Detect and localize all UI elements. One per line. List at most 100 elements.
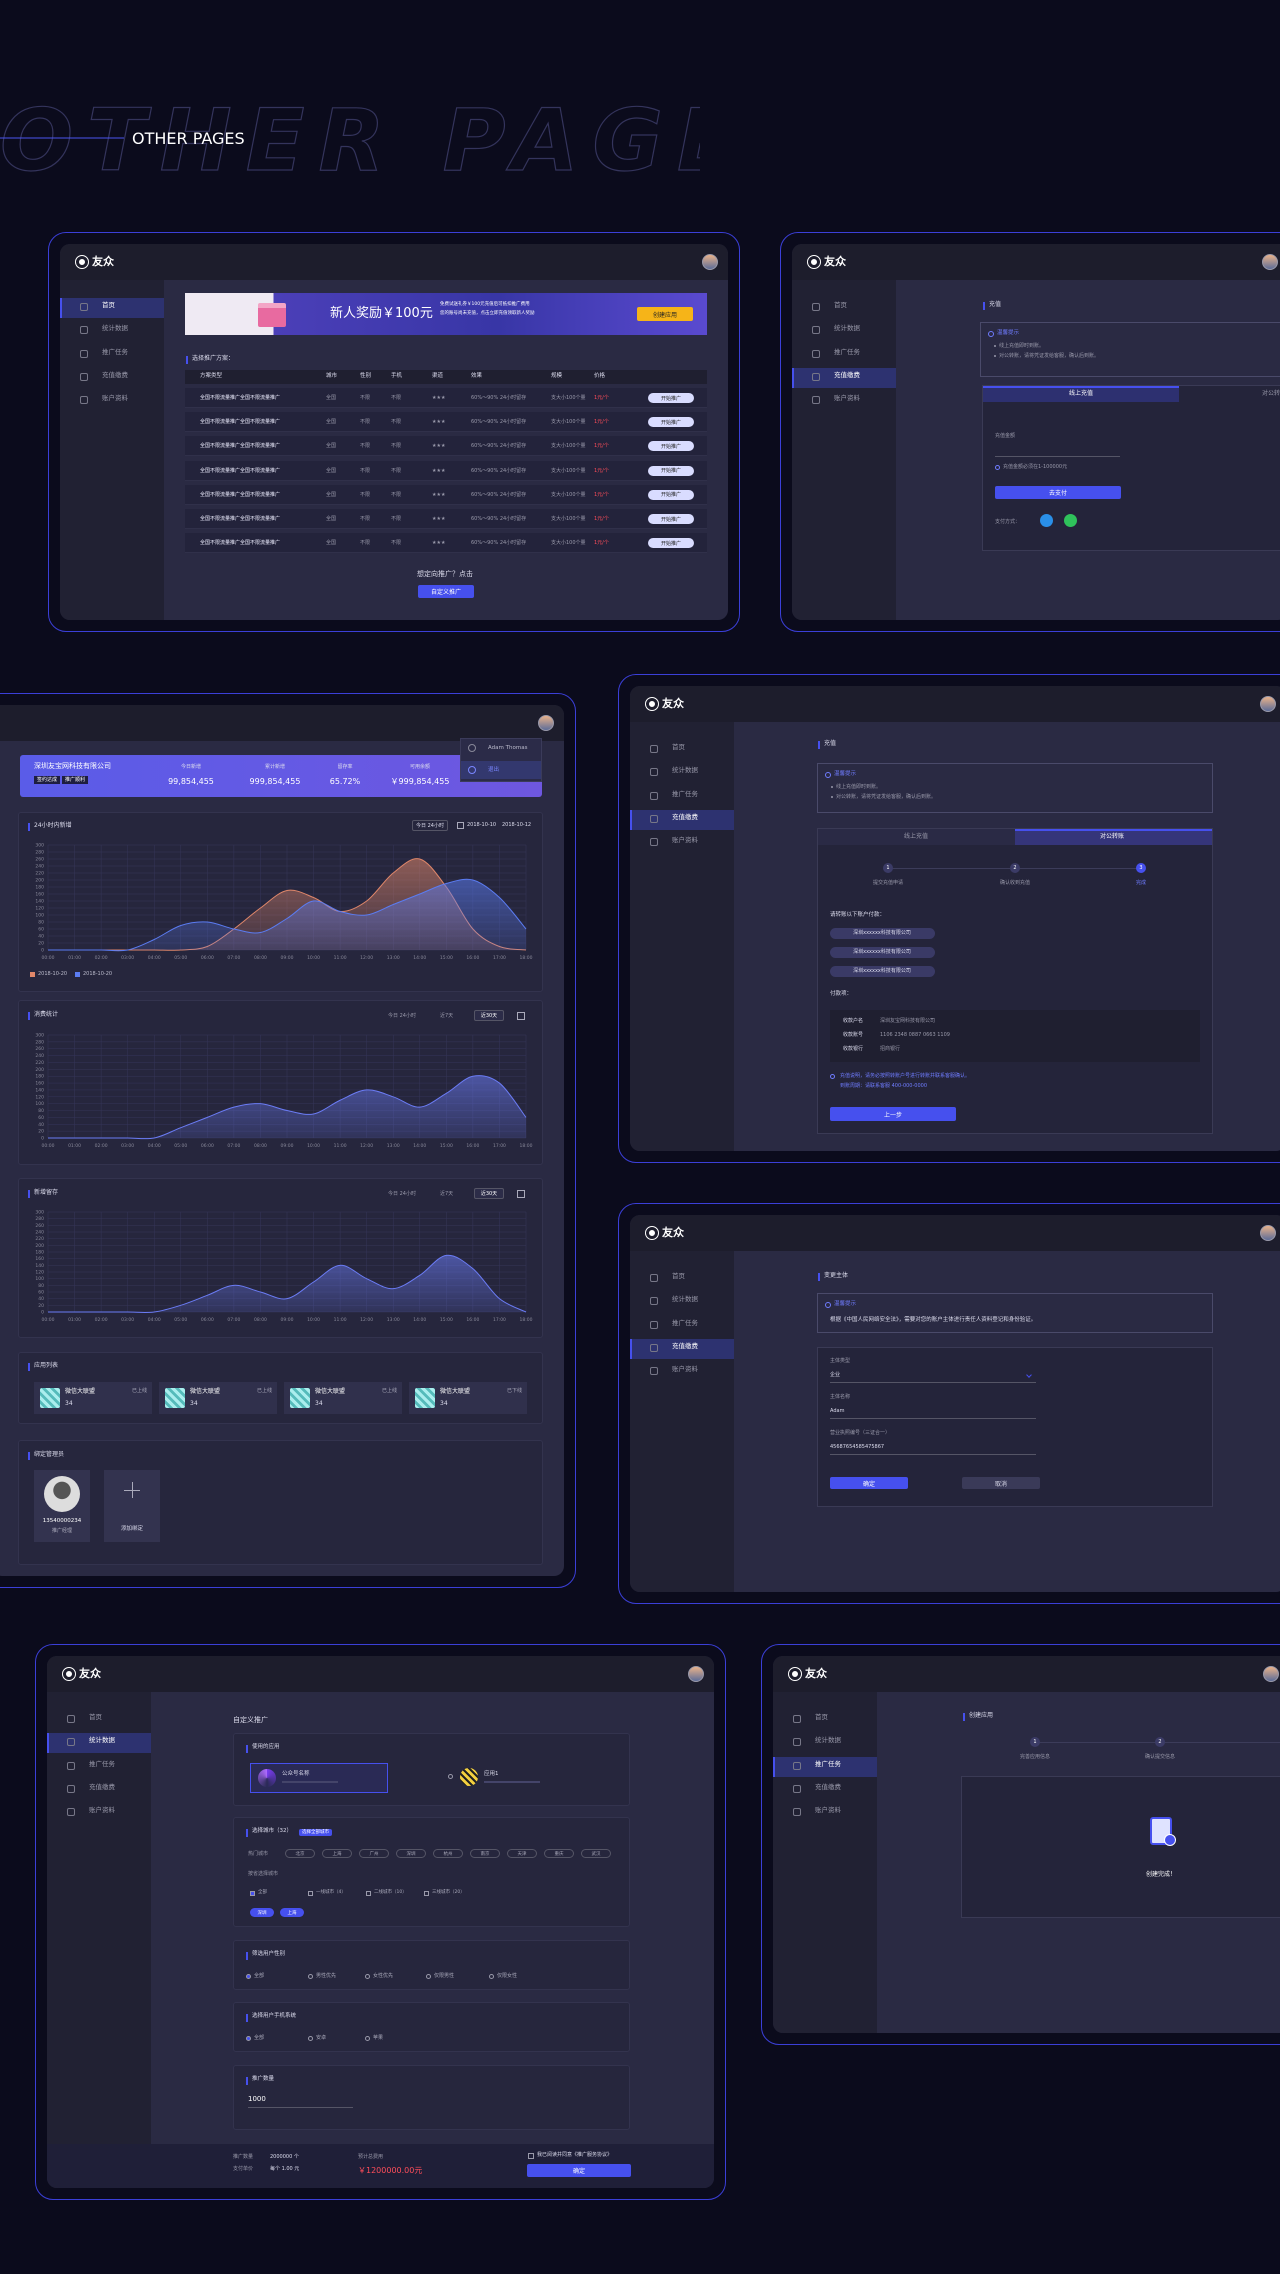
nav-item[interactable]: 推广任务 [672, 1318, 698, 1327]
nav-item[interactable]: 统计数据 [672, 766, 698, 775]
radio[interactable] [246, 1974, 251, 1979]
nav-item[interactable]: 首页 [672, 743, 685, 751]
nav-item[interactable]: 统计数据 [834, 324, 860, 333]
range-button[interactable]: 近30天 [474, 1188, 504, 1199]
row-button[interactable]: 开始推广 [648, 441, 694, 452]
nav-item[interactable]: 账户资料 [672, 1365, 698, 1374]
submit-button[interactable]: 确定 [527, 2164, 631, 2177]
cancel-button[interactable]: 取消 [962, 1477, 1040, 1489]
nav-item[interactable]: 推广任务 [672, 789, 698, 798]
nav-item[interactable]: 充值缴费 [672, 812, 698, 821]
radio[interactable] [246, 2036, 251, 2041]
row-button[interactable]: 开始推广 [648, 393, 694, 403]
range-tab[interactable]: 今日 24小时 [388, 1191, 416, 1197]
radio[interactable] [448, 1774, 453, 1779]
nav-item[interactable]: 账户资料 [102, 394, 128, 403]
field-value[interactable]: 45687654585475867 [830, 1444, 885, 1450]
date[interactable]: 2018-10-12 [502, 822, 532, 828]
radio[interactable] [308, 2036, 313, 2041]
nav-item[interactable]: 充值缴费 [834, 370, 860, 379]
tab[interactable] [818, 829, 1015, 845]
calendar-icon[interactable] [457, 822, 464, 829]
custom-button[interactable]: 自定义推广 [418, 585, 474, 598]
range-tab[interactable]: 近7天 [440, 1013, 454, 1019]
range-tab[interactable]: 今日 24小时 [388, 1013, 416, 1019]
tab-label[interactable]: 线上充值 [903, 833, 929, 840]
nav-item[interactable]: 统计数据 [815, 1736, 841, 1745]
nav-item[interactable]: 账户资料 [815, 1806, 841, 1815]
radio[interactable] [365, 2036, 370, 2041]
date[interactable]: 2018-10-10 [467, 822, 497, 828]
nav-item[interactable]: 账户资料 [672, 836, 698, 845]
city-chip[interactable]: 武汉 [581, 1849, 611, 1858]
city-chip[interactable]: 南京 [470, 1849, 500, 1858]
pay-button[interactable]: 去支付 [995, 486, 1121, 499]
row-button[interactable]: 开始推广 [648, 465, 694, 476]
row-button[interactable]: 开始推广 [648, 538, 694, 549]
calendar-icon[interactable] [517, 1190, 525, 1198]
nav-item[interactable]: 充值缴费 [815, 1782, 841, 1791]
nav-item[interactable]: 账户资料 [834, 394, 860, 403]
nav-item[interactable]: 首页 [815, 1713, 828, 1721]
nav-item[interactable]: 首页 [672, 1272, 685, 1280]
avatar[interactable] [1260, 1225, 1276, 1241]
nav-item[interactable]: 推广任务 [834, 347, 860, 356]
row-button[interactable]: 开始推广 [648, 489, 694, 500]
tab-label[interactable]: 对公转账 [1099, 833, 1125, 840]
avatar[interactable] [1262, 254, 1278, 270]
select-all[interactable]: 选择全部城市 [299, 1829, 332, 1837]
nav-item[interactable]: 充值缴费 [672, 1341, 698, 1350]
nav-item[interactable]: 充值缴费 [102, 370, 128, 379]
checkbox[interactable] [308, 1891, 313, 1896]
range-tab[interactable]: 近7天 [440, 1191, 454, 1197]
avatar[interactable] [702, 254, 718, 270]
calendar-icon[interactable] [517, 1012, 525, 1020]
nav-item[interactable]: 推广任务 [815, 1759, 841, 1768]
avatar[interactable] [688, 1666, 704, 1682]
avatar[interactable] [538, 715, 554, 731]
selected-chip[interactable]: 深圳 [250, 1908, 274, 1917]
add-label[interactable]: 添加绑定 [120, 1526, 144, 1532]
city-chip[interactable]: 杭州 [433, 1849, 463, 1858]
radio[interactable] [426, 1974, 431, 1979]
app-option[interactable]: 应用1 [484, 1771, 499, 1777]
row-button[interactable]: 开始推广 [648, 417, 694, 428]
menu-item[interactable]: 退出 [488, 767, 500, 773]
nav-item[interactable]: 首页 [102, 301, 115, 309]
nav-item[interactable]: 首页 [834, 301, 847, 309]
checkbox[interactable] [528, 2153, 534, 2159]
wechat-icon[interactable] [1064, 514, 1077, 527]
range-button[interactable]: 今日 24小时 [412, 820, 448, 831]
prev-button[interactable]: 上一步 [830, 1107, 956, 1121]
city-chip[interactable]: 上海 [322, 1849, 352, 1858]
avatar[interactable] [1263, 1666, 1279, 1682]
nav-item[interactable]: 统计数据 [102, 324, 128, 333]
nav-item[interactable]: 充值缴费 [89, 1782, 115, 1791]
tab-active[interactable] [1015, 829, 1212, 845]
checkbox[interactable] [424, 1891, 429, 1896]
tab[interactable]: 线上充值 [1068, 390, 1094, 397]
row-button[interactable]: 开始推广 [648, 514, 694, 524]
selected-chip[interactable]: 上海 [280, 1908, 304, 1917]
city-chip[interactable]: 北京 [285, 1849, 315, 1858]
city-chip[interactable]: 深圳 [396, 1849, 426, 1858]
radio[interactable] [308, 1974, 313, 1979]
nav-item[interactable]: 账户资料 [89, 1806, 115, 1815]
nav-item[interactable]: 推广任务 [89, 1759, 115, 1768]
tab[interactable]: 对公转账 [1262, 390, 1280, 397]
nav-item[interactable]: 统计数据 [672, 1295, 698, 1304]
range-button[interactable]: 近30天 [474, 1010, 504, 1021]
city-chip[interactable]: 重庆 [544, 1849, 574, 1858]
nav-item[interactable]: 统计数据 [89, 1736, 115, 1745]
quantity-value[interactable]: 1000 [248, 2095, 266, 2103]
tab-active[interactable] [983, 386, 1179, 402]
city-chip[interactable]: 天津 [507, 1849, 537, 1858]
confirm-button[interactable]: 确定 [830, 1477, 908, 1489]
alipay-icon[interactable] [1040, 514, 1053, 527]
menu-item[interactable]: Adam Thomas [488, 745, 528, 751]
nav-item[interactable]: 首页 [89, 1713, 102, 1721]
banner-button[interactable]: 创建应用 [637, 307, 693, 321]
checkbox[interactable] [250, 1891, 255, 1896]
nav-item[interactable]: 推广任务 [102, 347, 128, 356]
field-value[interactable]: 企业 [830, 1372, 841, 1378]
